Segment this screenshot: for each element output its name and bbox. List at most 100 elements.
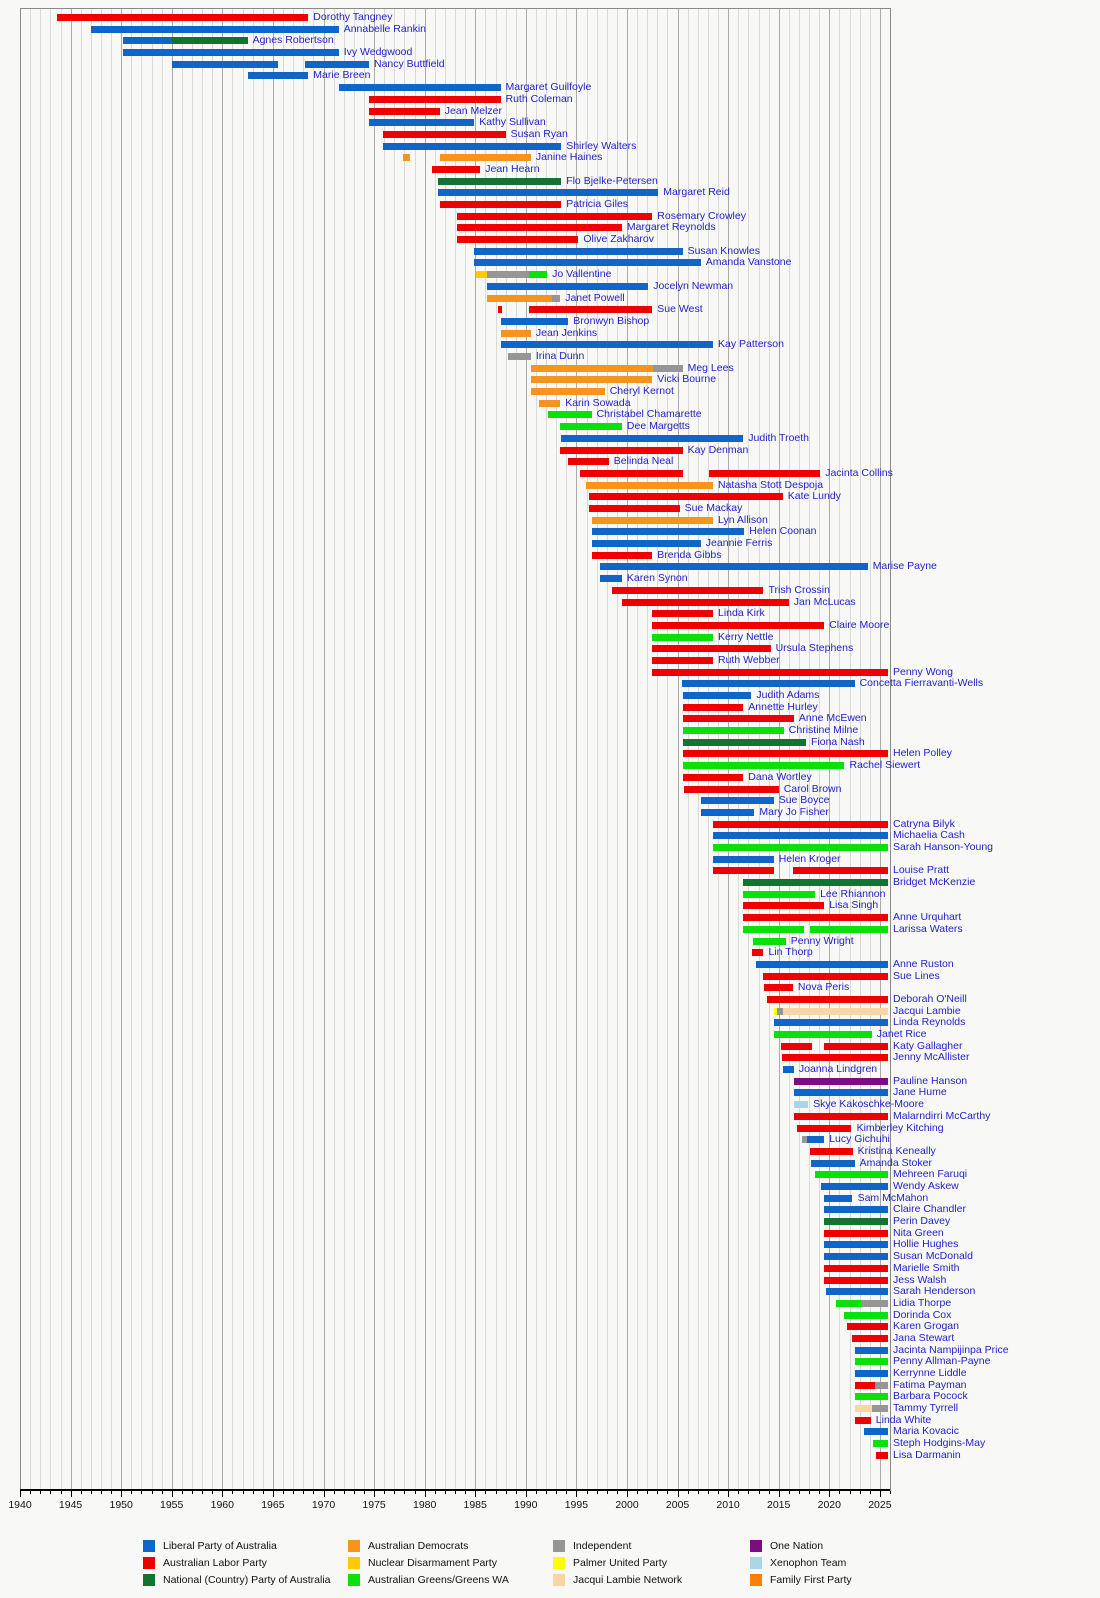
senator-name-link[interactable]: Judith Adams [756, 689, 820, 701]
senator-name-link[interactable]: Nancy Buttfield [374, 58, 445, 70]
senator-name-link[interactable]: Patricia Giles [566, 198, 629, 210]
senator-name-link[interactable]: Cheryl Kernot [609, 385, 674, 397]
senator-name-link[interactable]: Kerry Nettle [718, 631, 774, 643]
senator-name-link[interactable]: Penny Allman-Payne [893, 1355, 991, 1367]
senator-name-link[interactable]: Judith Troeth [748, 432, 809, 444]
senator-name-link[interactable]: Linda White [875, 1414, 932, 1426]
senator-name-link[interactable]: Ursula Stephens [775, 642, 854, 654]
senator-name-link[interactable]: Linda Reynolds [893, 1016, 966, 1028]
senator-name-link[interactable]: Rosemary Crowley [657, 210, 746, 222]
senator-name-link[interactable]: Bronwyn Bishop [573, 315, 650, 327]
senator-name-link[interactable]: Fiona Nash [811, 736, 865, 748]
senator-name-link[interactable]: Dorinda Cox [893, 1309, 952, 1321]
senator-name-link[interactable]: Catryna Bilyk [893, 818, 955, 830]
senator-name-link[interactable]: Jane Hume [893, 1086, 947, 1098]
senator-name-link[interactable]: Sue Boyce [778, 794, 830, 806]
senator-name-link[interactable]: Sarah Henderson [893, 1285, 976, 1297]
senator-name-link[interactable]: Kate Lundy [787, 490, 841, 502]
senator-name-link[interactable]: Sarah Hanson-Young [893, 841, 994, 853]
senator-name-link[interactable]: Jess Walsh [893, 1274, 947, 1286]
senator-name-link[interactable]: Dee Margetts [626, 420, 690, 432]
senator-name-link[interactable]: Deborah O'Neill [893, 993, 967, 1005]
senator-name-link[interactable]: Anne Urquhart [893, 911, 962, 923]
senator-name-link[interactable]: Mary Jo Fisher [759, 806, 829, 818]
senator-name-link[interactable]: Lisa Singh [829, 899, 879, 911]
senator-name-link[interactable]: Ivy Wedgwood [343, 46, 413, 58]
senator-name-link[interactable]: Belinda Neal [613, 455, 674, 467]
senator-name-link[interactable]: Agnes Robertson [252, 34, 334, 46]
senator-name-link[interactable]: Dorothy Tangney [313, 11, 393, 23]
senator-name-link[interactable]: Shirley Walters [566, 140, 637, 152]
senator-name-link[interactable]: Sue West [657, 303, 703, 315]
senator-name-link[interactable]: Penny Wong [893, 666, 953, 678]
senator-name-link[interactable]: Wendy Askew [893, 1180, 959, 1192]
senator-name-link[interactable]: Jo Vallentine [552, 268, 612, 280]
senator-name-link[interactable]: Kristina Keneally [857, 1145, 936, 1157]
senator-name-link[interactable]: Marie Breen [313, 69, 371, 81]
senator-name-link[interactable]: Lucy Gichuhi [829, 1133, 890, 1145]
senator-name-link[interactable]: Lidia Thorpe [893, 1297, 952, 1309]
senator-name-link[interactable]: Janet Rice [876, 1028, 927, 1040]
senator-name-link[interactable]: Meg Lees [687, 362, 734, 374]
senator-name-link[interactable]: Concetta Fierravanti-Wells [859, 677, 984, 689]
senator-name-link[interactable]: Susan Knowles [687, 245, 760, 257]
senator-name-link[interactable]: Susan Ryan [510, 128, 568, 140]
senator-name-link[interactable]: Janet Powell [565, 292, 625, 304]
senator-name-link[interactable]: Tammy Tyrrell [893, 1402, 959, 1414]
senator-name-link[interactable]: Dana Wortley [748, 771, 812, 783]
senator-name-link[interactable]: Claire Moore [829, 619, 890, 631]
senator-name-link[interactable]: Margaret Guilfoyle [505, 81, 592, 93]
senator-name-link[interactable]: Helen Coonan [749, 525, 817, 537]
senator-name-link[interactable]: Kathy Sullivan [479, 116, 546, 128]
senator-name-link[interactable]: Rachel Siewert [849, 759, 921, 771]
senator-name-link[interactable]: Jenny McAllister [893, 1051, 970, 1063]
senator-name-link[interactable]: Jan McLucas [793, 596, 856, 608]
senator-name-link[interactable]: Jacqui Lambie [893, 1005, 961, 1017]
senator-name-link[interactable]: Louise Pratt [893, 864, 950, 876]
senator-name-link[interactable]: Jocelyn Newman [653, 280, 734, 292]
senator-name-link[interactable]: Malarndirri McCarthy [893, 1110, 991, 1122]
senator-name-link[interactable]: Pauline Hanson [893, 1075, 968, 1087]
senator-name-link[interactable]: Kimberley Kitching [856, 1122, 944, 1134]
senator-name-link[interactable]: Janine Haines [535, 151, 603, 163]
senator-name-link[interactable]: Perin Davey [893, 1215, 951, 1227]
senator-name-link[interactable]: Skye Kakoschke-Moore [813, 1098, 924, 1110]
senator-name-link[interactable]: Bridget McKenzie [893, 876, 976, 888]
senator-name-link[interactable]: Helen Kroger [778, 853, 841, 865]
senator-name-link[interactable]: Larissa Waters [893, 923, 963, 935]
senator-name-link[interactable]: Irina Dunn [535, 350, 585, 362]
senator-name-link[interactable]: Annette Hurley [748, 701, 818, 713]
senator-name-link[interactable]: Maria Kovacic [893, 1425, 959, 1437]
senator-name-link[interactable]: Christine Milne [788, 724, 859, 736]
senator-name-link[interactable]: Penny Wright [790, 935, 854, 947]
senator-name-link[interactable]: Lin Thorp [768, 946, 813, 958]
senator-name-link[interactable]: Kay Patterson [718, 338, 784, 350]
senator-name-link[interactable]: Jean Melzer [444, 105, 502, 117]
senator-name-link[interactable]: Flo Bjelke-Petersen [566, 175, 658, 187]
senator-name-link[interactable]: Nova Peris [797, 981, 850, 993]
senator-name-link[interactable]: Natasha Stott Despoja [718, 479, 824, 491]
senator-name-link[interactable]: Jacinta Nampijinpa Price [893, 1344, 1009, 1356]
senator-name-link[interactable]: Helen Polley [893, 747, 952, 759]
senator-name-link[interactable]: Karin Sowada [565, 397, 631, 409]
senator-name-link[interactable]: Amanda Vanstone [705, 256, 792, 268]
senator-name-link[interactable]: Jean Hearn [485, 163, 540, 175]
senator-name-link[interactable]: Sue Lines [893, 970, 940, 982]
senator-name-link[interactable]: Kay Denman [687, 444, 749, 456]
senator-name-link[interactable]: Joanna Lindgren [798, 1063, 878, 1075]
senator-name-link[interactable]: Vicki Bourne [657, 373, 717, 385]
senator-name-link[interactable]: Annabelle Rankin [343, 23, 426, 35]
senator-name-link[interactable]: Sam McMahon [857, 1192, 929, 1204]
senator-name-link[interactable]: Christabel Chamarette [596, 408, 702, 420]
senator-name-link[interactable]: Trish Crossin [768, 584, 830, 596]
senator-name-link[interactable]: Margaret Reid [663, 186, 730, 198]
senator-name-link[interactable]: Karen Synon [626, 572, 688, 584]
senator-name-link[interactable]: Lyn Allison [718, 514, 768, 526]
senator-name-link[interactable]: Jeannie Ferris [705, 537, 773, 549]
senator-name-link[interactable]: Mehreen Faruqi [893, 1168, 968, 1180]
senator-name-link[interactable]: Marise Payne [872, 560, 937, 572]
senator-name-link[interactable]: Sue Mackay [684, 502, 743, 514]
senator-name-link[interactable]: Olive Zakharov [583, 233, 654, 245]
senator-name-link[interactable]: Barbara Pocock [893, 1390, 968, 1402]
senator-name-link[interactable]: Lisa Darmanin [893, 1449, 961, 1461]
